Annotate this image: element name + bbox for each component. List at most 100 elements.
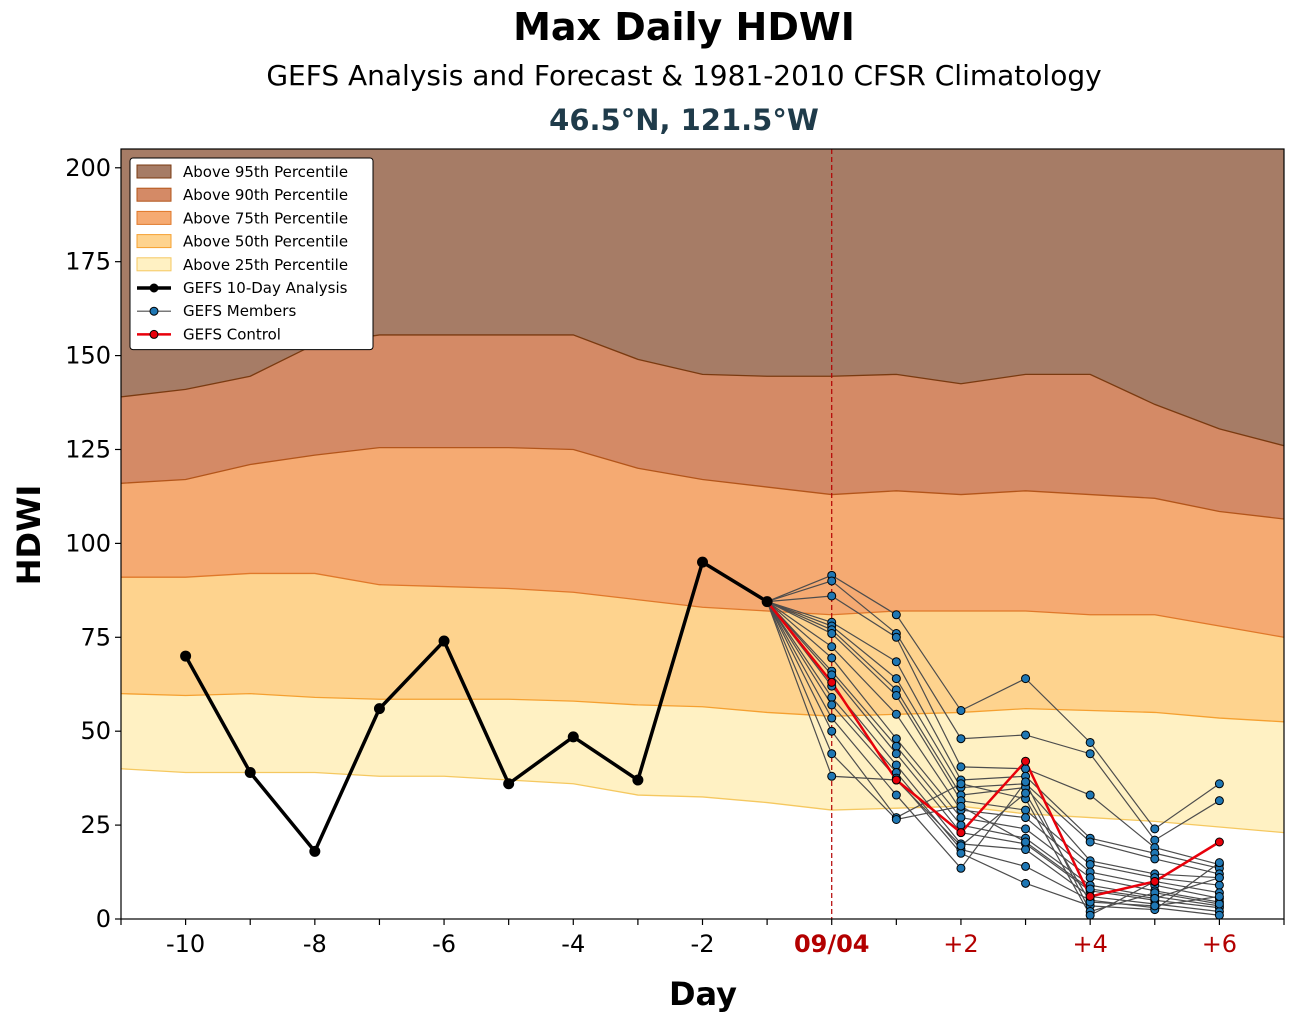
member-point [827, 749, 837, 759]
member-point [827, 771, 837, 781]
member-point [827, 700, 837, 710]
legend-swatch [136, 210, 172, 225]
member-point [956, 848, 966, 858]
member-point [1021, 878, 1031, 888]
member-point [827, 642, 837, 652]
legend: Above 95th Percentile Above 90th Percenti… [129, 157, 374, 351]
y-tick-label: 150 [65, 342, 111, 370]
member-line-2 [766, 580, 1220, 841]
member-point [1214, 891, 1224, 901]
member-point [1021, 777, 1031, 787]
member-point [891, 632, 901, 642]
member-point [1085, 790, 1095, 800]
member-line-15 [766, 601, 1220, 913]
member-point [956, 801, 966, 811]
legend-box [129, 157, 374, 351]
member-line-1 [766, 574, 1220, 830]
member-point [1214, 880, 1224, 890]
member-line-9 [766, 601, 1220, 903]
member-point [891, 674, 901, 684]
member-line-14 [766, 601, 1220, 911]
analysis-point [244, 767, 256, 779]
member-point [1021, 837, 1031, 847]
legend-label: Above 50th Percentile [183, 233, 348, 251]
y-tick-label: 25 [80, 811, 111, 839]
control-line [766, 600, 1221, 898]
member-point [956, 841, 966, 851]
legend-label: Above 75th Percentile [183, 209, 348, 227]
percentile-edge-5 [121, 768, 1284, 834]
member-point [1150, 854, 1160, 864]
axes: 0 25 50 75 100 125 150 175 200 -10 -8 -6 -4 -2 09/04 +2… [65, 148, 1285, 958]
member-point [1214, 910, 1224, 920]
control-point [1150, 876, 1160, 886]
member-point [1085, 749, 1095, 759]
member-point [827, 629, 837, 639]
member-point [891, 814, 901, 824]
member-point [956, 863, 966, 873]
analysis-point [697, 556, 708, 568]
member-point [1021, 730, 1031, 740]
control-point [891, 775, 901, 785]
member-line-13 [766, 601, 1220, 916]
member-line-11 [766, 601, 1220, 909]
analysis-point [373, 703, 385, 715]
control-point [956, 828, 966, 838]
member-point [827, 726, 837, 736]
member-point [827, 653, 837, 663]
y-tick-label: 125 [65, 435, 111, 463]
member-point [1021, 805, 1031, 815]
legend-swatch [136, 164, 172, 179]
analysis-point [180, 650, 192, 662]
member-point [1214, 779, 1224, 789]
percentile-band-1 [121, 149, 1284, 446]
member-line-7 [766, 601, 1220, 886]
member-line-10 [766, 601, 1220, 907]
y-tick-label: 175 [65, 248, 111, 276]
legend-marker [149, 306, 159, 316]
member-line-18 [766, 601, 1220, 907]
member-point [827, 692, 837, 702]
member-point [1085, 860, 1095, 870]
legend-swatch [136, 234, 172, 249]
control-point [1021, 756, 1031, 766]
member-point [891, 691, 901, 701]
percentile-edge-2 [121, 446, 1284, 520]
member-point [956, 762, 966, 772]
member-point [1085, 873, 1095, 883]
legend-label: GEFS 10-Day Analysis [183, 279, 348, 297]
member-point [1021, 764, 1031, 774]
member-point [891, 790, 901, 800]
member-line-17 [766, 601, 1220, 899]
member-point [891, 734, 901, 744]
analysis-point [632, 774, 644, 786]
analysis-point [309, 845, 321, 857]
member-point [1085, 884, 1095, 894]
x-tick-label: -4 [561, 930, 585, 958]
member-point [827, 591, 837, 601]
x-tick-label: +2 [943, 930, 978, 958]
member-point [956, 820, 966, 830]
chart-subtitle: GEFS Analysis and Forecast & 1981-2010 C… [266, 59, 1101, 92]
member-point [1021, 845, 1031, 855]
member-point [1214, 858, 1224, 868]
member-point [956, 734, 966, 744]
member-point [891, 741, 901, 751]
y-tick-label: 50 [80, 717, 111, 745]
member-point [891, 657, 901, 667]
x-tick-label: 09/04 [794, 930, 870, 958]
percentile-band-3 [121, 447, 1284, 638]
member-point [1021, 674, 1031, 684]
member-point [956, 706, 966, 716]
percentile-band-2 [121, 334, 1284, 519]
member-line-5 [766, 601, 1220, 875]
member-point [1085, 910, 1095, 920]
control-point [827, 677, 837, 687]
percentile-edge-3 [121, 572, 1284, 638]
member-line-3 [767, 595, 1220, 866]
x-axis-label: Day [669, 975, 737, 1013]
member-point [1214, 873, 1224, 883]
member-point [891, 760, 901, 770]
member-point [1150, 901, 1160, 911]
